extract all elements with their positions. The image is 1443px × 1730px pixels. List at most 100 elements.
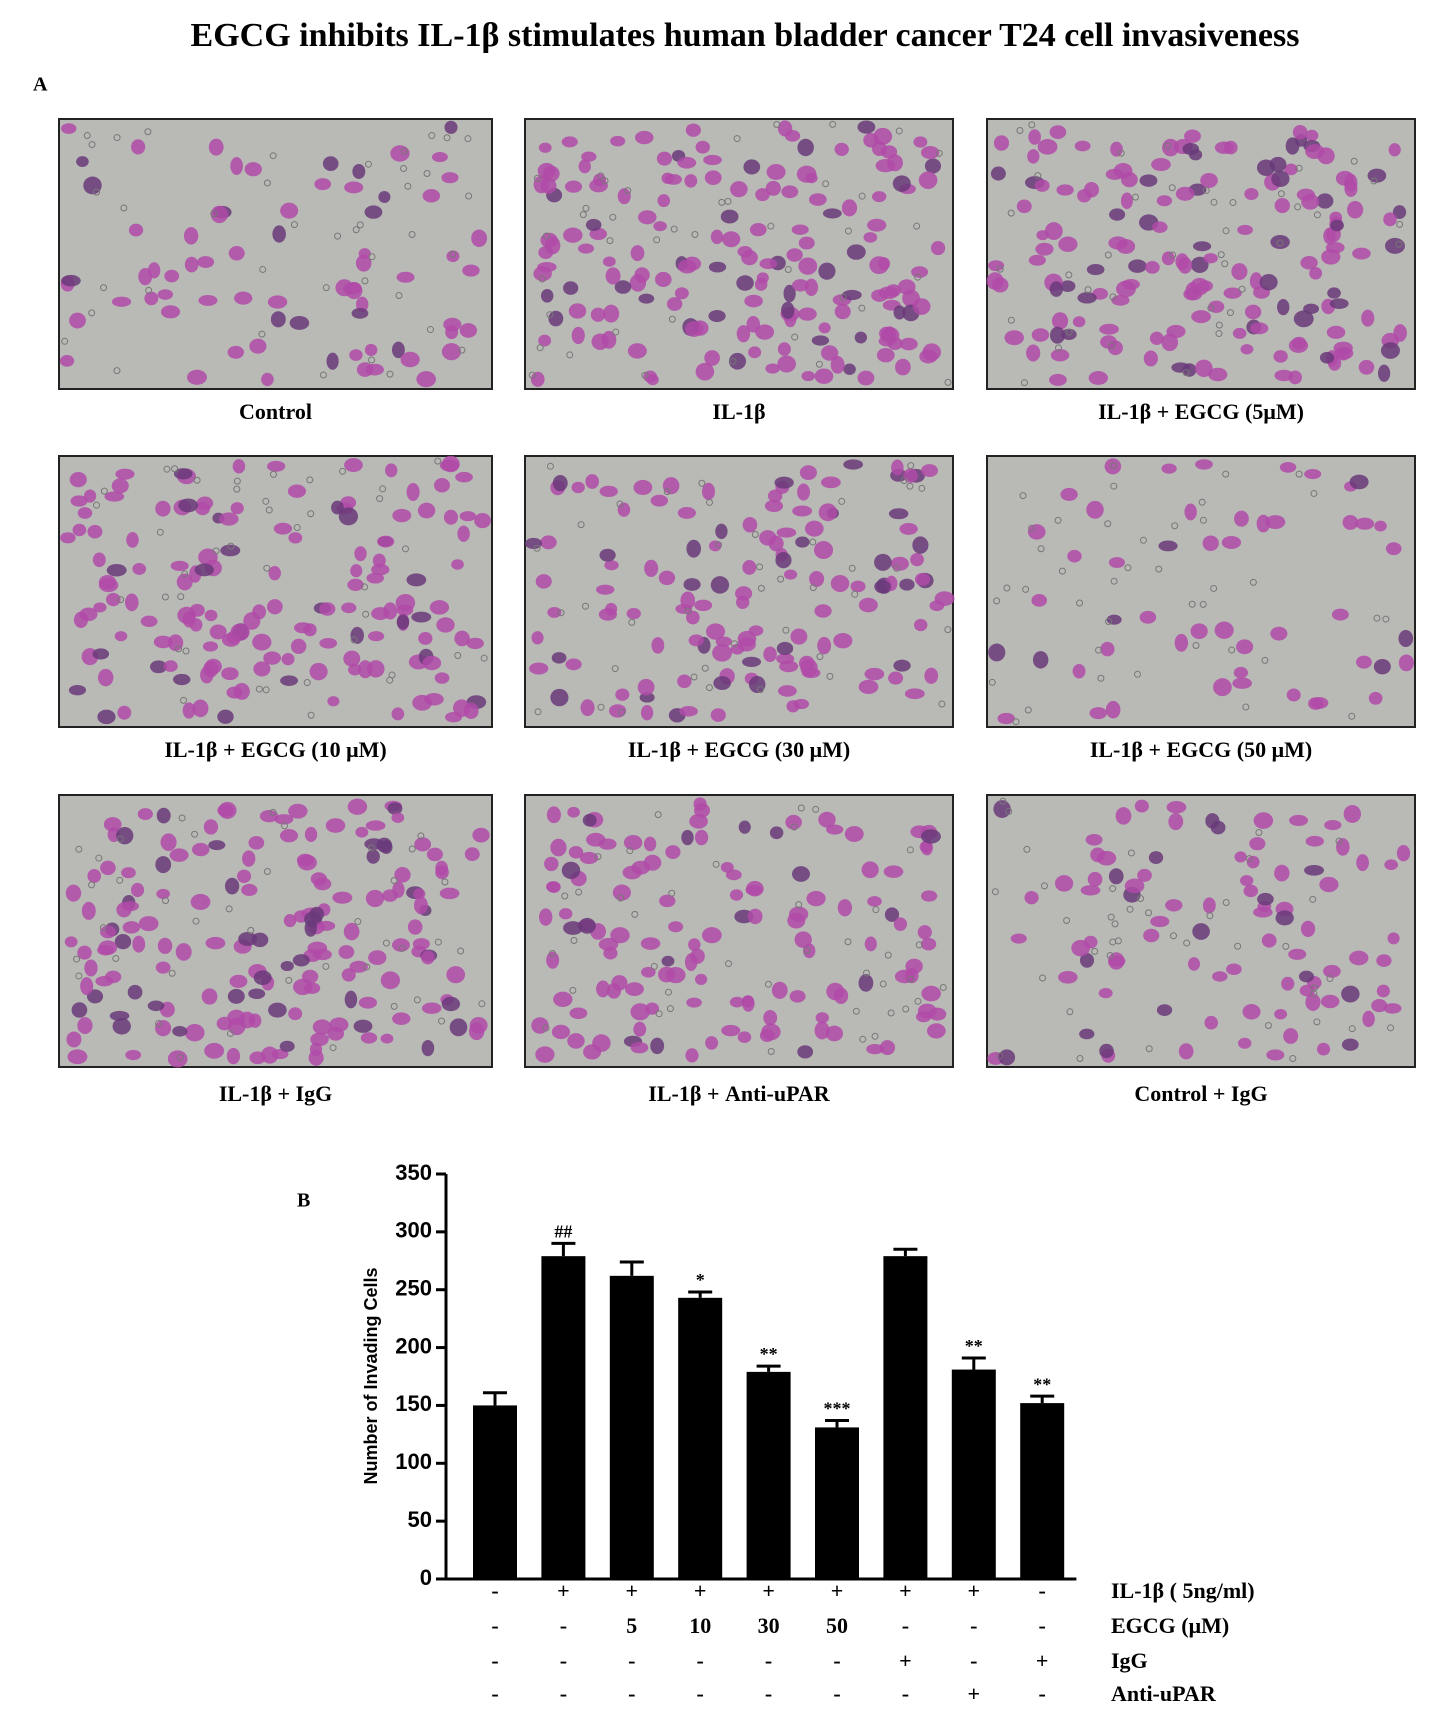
cell (567, 1033, 585, 1049)
treatment-cell: - (491, 1648, 498, 1673)
pore (773, 121, 781, 129)
pore (655, 1010, 663, 1018)
cell (175, 943, 192, 961)
pore (255, 685, 263, 693)
significance-label: * (696, 1270, 705, 1290)
cell (406, 573, 427, 587)
pore (918, 484, 926, 492)
cell (625, 982, 644, 996)
cell (1088, 371, 1108, 385)
micrograph-caption: IL-1β + IgG (219, 1081, 332, 1106)
cell (1060, 487, 1078, 501)
pore (668, 889, 676, 897)
cell (678, 259, 697, 274)
cell (72, 523, 87, 537)
cell (818, 811, 836, 828)
cell (888, 508, 909, 520)
cell (1259, 273, 1278, 291)
cell (1202, 897, 1216, 914)
micrograph-caption: Control + IgG (1134, 1081, 1267, 1106)
error-bar (619, 1260, 644, 1276)
cell (228, 245, 245, 261)
treatment-cell: - (491, 1578, 498, 1603)
pore (557, 609, 565, 617)
cell (804, 520, 824, 537)
cell (1183, 287, 1203, 301)
pore (1037, 545, 1045, 553)
cell (1233, 666, 1249, 679)
pore (180, 696, 188, 704)
pore (797, 804, 805, 812)
cell (797, 483, 810, 501)
cell (1059, 280, 1076, 292)
cell (578, 917, 596, 934)
cell (702, 482, 716, 501)
cell (1089, 707, 1107, 720)
pore (993, 597, 1001, 605)
pore (181, 570, 189, 578)
pore (795, 901, 803, 909)
pore (777, 575, 785, 583)
pore (528, 371, 536, 379)
cell (392, 881, 405, 898)
cell (449, 1018, 468, 1037)
cell (98, 940, 118, 955)
cell (1374, 520, 1387, 532)
cell (434, 477, 450, 493)
cell (1161, 463, 1177, 474)
cell (893, 659, 911, 672)
pore (1206, 912, 1214, 920)
treatment-cell: + (831, 1578, 844, 1603)
pore (784, 265, 792, 273)
cell (589, 179, 608, 193)
cell (248, 988, 266, 999)
cell (778, 685, 797, 697)
cell (834, 304, 851, 320)
pore (443, 134, 451, 142)
cell (686, 539, 701, 558)
cell (238, 931, 257, 946)
cell (567, 806, 580, 818)
pore (426, 326, 434, 334)
cell (377, 535, 395, 548)
pore (161, 593, 169, 601)
cell (837, 899, 852, 917)
pore (1207, 304, 1215, 312)
cell (364, 838, 384, 850)
cell (1175, 253, 1189, 270)
bar (746, 1371, 791, 1579)
cell (1049, 125, 1067, 139)
treatment-cell: + (557, 1578, 570, 1603)
cell (657, 194, 671, 208)
cell (1200, 172, 1218, 188)
cell (1149, 331, 1164, 345)
cell (614, 280, 632, 294)
pore (441, 878, 449, 886)
cell (344, 990, 358, 1009)
pore (99, 924, 107, 932)
cell (603, 304, 620, 323)
pore (617, 894, 625, 902)
cell (309, 906, 325, 922)
pore (822, 180, 830, 188)
error-bar (825, 1418, 849, 1428)
cell (686, 997, 702, 1008)
cell (1106, 614, 1122, 625)
cell (184, 256, 199, 273)
cell (664, 174, 682, 185)
cell (349, 960, 368, 973)
pore (390, 1002, 398, 1010)
cell (347, 798, 368, 815)
cell (279, 828, 299, 843)
cell (218, 801, 237, 819)
cell (797, 138, 814, 157)
pore (1106, 951, 1114, 959)
y-tick-label: 250 (395, 1276, 432, 1301)
cell (160, 305, 181, 319)
pore (1076, 599, 1084, 607)
cell (77, 945, 92, 960)
pore (1054, 516, 1062, 524)
cell (1058, 970, 1078, 984)
cell (695, 362, 715, 381)
cell (688, 634, 704, 647)
